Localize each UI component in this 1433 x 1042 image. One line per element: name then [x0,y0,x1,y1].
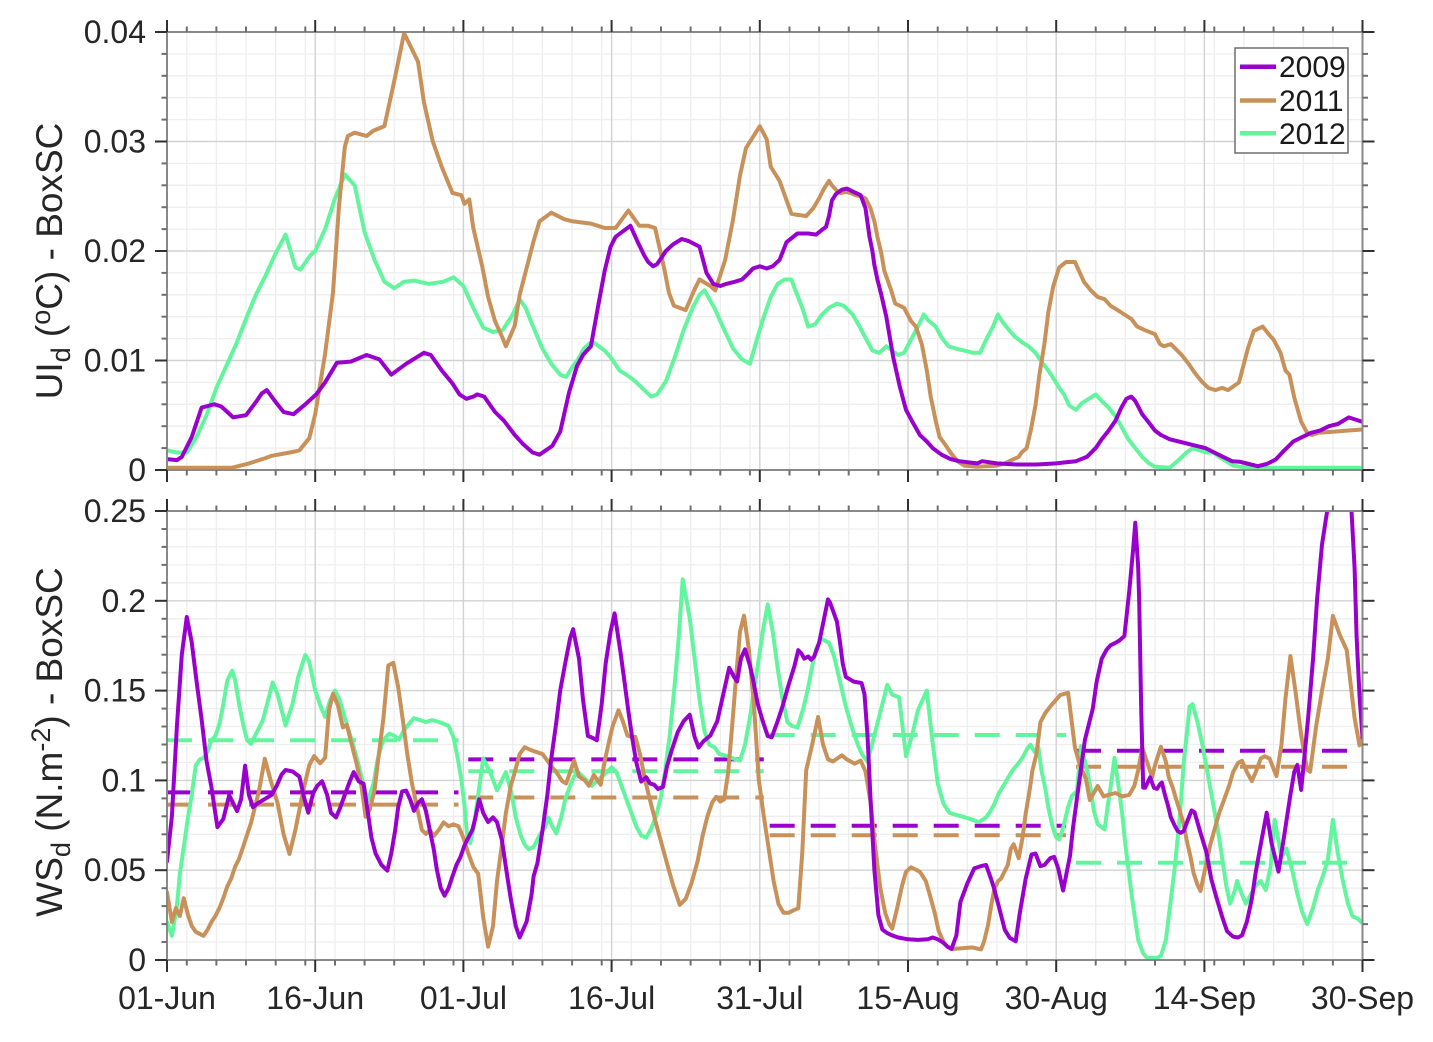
svg-text:31-Jul: 31-Jul [716,980,803,1016]
svg-text:0.05: 0.05 [84,852,146,888]
svg-text:2012: 2012 [1279,118,1346,151]
svg-text:UId (oC) - BoxSC: UId (oC) - BoxSC [26,123,76,400]
svg-text:0: 0 [128,452,146,488]
svg-text:2009: 2009 [1279,51,1346,84]
svg-text:0.02: 0.02 [84,233,146,269]
svg-text:0.04: 0.04 [84,14,146,50]
svg-text:0.25: 0.25 [84,493,146,529]
svg-text:01-Jun: 01-Jun [118,980,216,1016]
svg-text:14-Sep: 14-Sep [1153,980,1256,1016]
svg-text:30-Aug: 30-Aug [1005,980,1108,1016]
svg-text:WSd (N.m-2) - BoxSC: WSd (N.m-2) - BoxSC [26,567,76,916]
svg-text:0.15: 0.15 [84,673,146,709]
svg-text:0.2: 0.2 [102,583,146,619]
svg-text:0: 0 [128,942,146,978]
svg-text:2011: 2011 [1279,85,1344,118]
svg-text:15-Aug: 15-Aug [856,980,959,1016]
svg-text:0.1: 0.1 [102,762,146,798]
svg-text:16-Jun: 16-Jun [266,980,364,1016]
svg-text:30-Sep: 30-Sep [1311,980,1414,1016]
svg-text:16-Jul: 16-Jul [568,980,655,1016]
svg-text:01-Jul: 01-Jul [420,980,507,1016]
svg-text:0.01: 0.01 [84,343,146,379]
svg-text:0.03: 0.03 [84,124,146,160]
